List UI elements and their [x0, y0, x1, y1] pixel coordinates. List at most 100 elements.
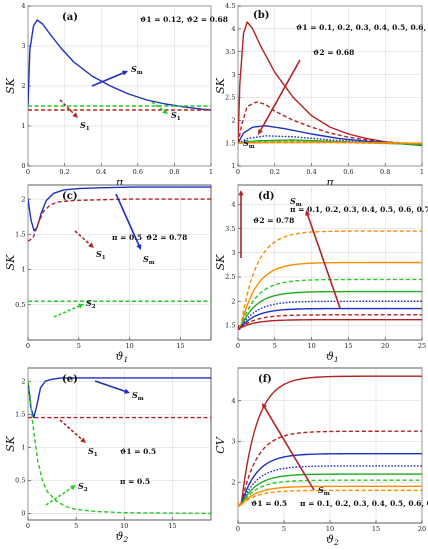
panel-label: (e) [62, 374, 78, 385]
sm-label: Sm [143, 254, 155, 266]
series-line [238, 489, 422, 507]
x-tick-label: 5 [77, 342, 81, 350]
x-tick-label: 0.8 [169, 168, 179, 176]
x-tick-label: 15 [168, 522, 176, 530]
param-annotation-1: ϑ1 = 0.5 [120, 447, 156, 456]
s1-arrow-head [80, 437, 86, 443]
y-axis-label: SK [4, 254, 17, 271]
y-tick-label: 4 [231, 201, 235, 209]
series-line [238, 135, 422, 145]
y-tick-label: 2 [21, 195, 25, 203]
x-axis-label: ϑ1 [326, 350, 339, 364]
sm-arrow-head [262, 403, 268, 409]
y-tick-label: 2 [231, 297, 235, 305]
y-tick-label: 1.5 [15, 410, 25, 418]
series-line [238, 318, 422, 330]
sm-arrow-shaft [258, 59, 301, 133]
s1-arrow-shaft [59, 419, 85, 442]
param-annotation-1: ϑ1 = 0.1, 0.2, 0.3, 0.4, 0.5, 0.6, 0.7, … [296, 23, 428, 32]
x-tick-label: 10 [120, 522, 128, 530]
x-tick-label: 20 [381, 342, 389, 350]
series-line [28, 377, 211, 419]
param-annotation: ϑ2 = 0.78 [146, 233, 187, 242]
y-tick-label: 1.5 [225, 322, 235, 330]
s1-green-arrow-shaft [151, 101, 167, 113]
sm-arrow-shaft [262, 405, 315, 491]
sm-label: Sm [290, 196, 302, 208]
x-tick-label: 1 [209, 168, 213, 176]
s1-red-arrow-head [72, 112, 78, 118]
s1-red-arrow-shaft [59, 99, 77, 117]
y-axis-label: SK [4, 435, 17, 452]
x-tick-label: 0.6 [133, 168, 143, 176]
s1-green-arrow-head [162, 108, 168, 114]
sm-arrow-head [124, 388, 130, 394]
y-tick-label: 4.5 [225, 2, 235, 10]
panel-c: 0 5 10 15 0.5 1 1.5 2 SK ϑ1 (c) π = 0.5 ϑ2 = 0.78 S1 S… [4, 184, 212, 364]
sm-label: Sm [243, 138, 255, 150]
pi-annotation: π = 0.5 [120, 477, 150, 486]
y-tick-label: 1.5 [15, 231, 25, 239]
y-tick-label: 2.5 [225, 273, 235, 281]
sm-arrow-shaft [94, 380, 128, 393]
y-tick-label: 1 [231, 162, 235, 170]
sm-arrow-shaft [91, 71, 126, 87]
x-tick-label: 0.4 [306, 168, 316, 176]
series-line [28, 381, 211, 515]
y-tick-label: 0.5 [15, 301, 25, 309]
x-axis-label: ϑ2 [116, 530, 129, 544]
sm-arrow-head [258, 129, 263, 135]
series-line [238, 101, 422, 145]
y-axis-label: SK [4, 77, 17, 94]
y-axis-label: CV [214, 436, 227, 453]
x-tick-label: 15 [372, 525, 380, 533]
y-tick-label: 3 [231, 71, 235, 79]
s1-arrow-head [88, 242, 94, 248]
s1-arrow-shaft [74, 230, 93, 247]
y-axis-label: SK [214, 77, 227, 94]
param-annotation-2: π = 0.1, 0.2, 0.3, 0.4, 0.5, 0.6, 0.7, 0… [300, 499, 428, 508]
sm-label: Sm [131, 64, 143, 76]
y-tick-label: 0 [21, 162, 25, 170]
x-tick-label: 5 [273, 342, 277, 350]
x-axis-label: ϑ2 [326, 533, 339, 547]
series-group [28, 377, 211, 515]
s1-red-label: S1 [80, 120, 90, 132]
x-tick-label: 0 [236, 342, 240, 350]
panel-label: (a) [62, 12, 78, 23]
panel-label: (b) [253, 10, 269, 21]
sm-arrow-head [122, 70, 128, 76]
y-tick-label: 2 [21, 377, 25, 385]
y-tick-label: 4 [21, 2, 25, 10]
x-tick-label: 0 [26, 522, 30, 530]
x-tick-label: 5 [282, 525, 286, 533]
panel-f: 0 5 10 15 20 2 3 4 CV ϑ2 (f) Sm ϑ1 = 0.5 π = 0.1, 0.2… [214, 367, 428, 547]
panel-a: 0 0.2 0.4 0.6 0.8 1 0 1 2 3 4 SK π (a) ϑ1 = 0.12, ϑ2 =… [4, 2, 228, 189]
x-tick-label: 10 [307, 342, 315, 350]
x-tick-label: 20 [418, 525, 426, 533]
series-group [238, 21, 422, 147]
y-tick-label: 0 [21, 510, 25, 518]
s2-arrow-head [78, 303, 84, 309]
y-tick-label: 3.5 [225, 225, 235, 233]
x-tick-label: 0.4 [96, 168, 106, 176]
param-annotation-1: ϑ1 = 0.5 [251, 499, 287, 508]
y-tick-label: 2.5 [225, 94, 235, 102]
y-tick-label: 3.5 [225, 48, 235, 56]
origin-arrow-head [238, 190, 244, 196]
panel-label: (f) [258, 374, 272, 385]
y-tick-label: 4 [231, 397, 235, 405]
y-tick-label: 3 [231, 249, 235, 257]
series-group [28, 19, 211, 111]
sm-arrow-head [136, 244, 142, 250]
x-tick-label: 5 [74, 522, 78, 530]
y-axis-label: SK [214, 254, 227, 271]
y-tick-label: 2 [231, 478, 235, 486]
x-tick-label: 0 [236, 525, 240, 533]
series-line [28, 186, 211, 232]
x-tick-label: 25 [418, 342, 426, 350]
param-annotation-2: ϑ2 = 0.78 [253, 216, 294, 225]
s2-label: S2 [86, 298, 96, 310]
sm-arrow-head [305, 210, 311, 216]
